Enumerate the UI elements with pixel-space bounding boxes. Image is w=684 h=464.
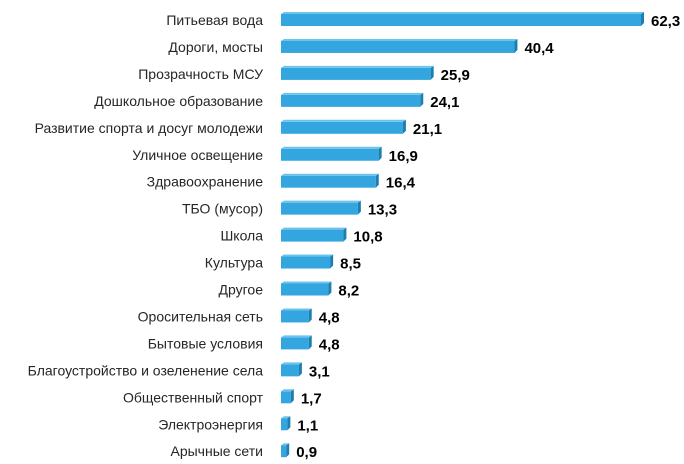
category-label: Прозрачность МСУ (138, 66, 263, 82)
bar-top (281, 119, 406, 122)
bar (281, 148, 379, 161)
category-label: Уличное освещение (132, 147, 263, 163)
value-label: 24,1 (430, 94, 459, 111)
bar (281, 94, 421, 107)
value-label: 1,7 (301, 390, 322, 407)
bar-top (281, 65, 434, 68)
category-label: Арычные сети (170, 443, 263, 459)
value-label: 4,8 (319, 309, 340, 326)
bar-top (281, 254, 334, 257)
bar-side (330, 254, 334, 269)
value-label: 62,3 (651, 13, 680, 30)
category-label: Питьевая вода (166, 12, 263, 28)
bar-side (378, 146, 382, 161)
bar-side (402, 119, 406, 134)
value-label: 0,9 (296, 444, 317, 461)
bar-side (287, 416, 291, 431)
category-label: Благоустройство и озеленение села (28, 362, 264, 378)
category-label: ТБО (мусор) (182, 201, 263, 217)
bar-top (281, 389, 294, 392)
bar (281, 40, 515, 53)
value-label: 8,2 (338, 283, 359, 300)
bar-side (343, 227, 347, 242)
bar-top (281, 173, 379, 176)
value-label: 16,9 (389, 148, 418, 165)
bar-side (514, 38, 518, 53)
value-label: 3,1 (309, 363, 330, 380)
bar (281, 364, 299, 377)
bar (281, 202, 358, 215)
bar (281, 67, 431, 80)
bar-top (281, 38, 518, 41)
bar-top (281, 281, 332, 284)
value-label: 40,4 (524, 40, 554, 57)
bar (281, 445, 287, 458)
category-label: Дороги, мосты (168, 39, 263, 55)
value-label: 8,5 (340, 256, 361, 273)
bar-top (281, 92, 424, 95)
value-label: 4,8 (319, 336, 340, 353)
bar (281, 310, 309, 323)
bar (281, 391, 291, 404)
category-label: Электроэнергия (158, 416, 263, 432)
bar-top (281, 308, 312, 311)
bar (281, 283, 329, 296)
bar (281, 14, 641, 26)
bar (281, 229, 344, 242)
bar-side (357, 200, 361, 215)
category-label: Другое (219, 282, 264, 298)
bar (281, 256, 331, 269)
bar-side (420, 92, 424, 107)
bar-top (281, 362, 302, 365)
bar (281, 337, 309, 350)
category-label: Оросительная сеть (138, 308, 263, 324)
bar-side (290, 389, 294, 404)
bar-top (281, 416, 291, 419)
bar-side (298, 362, 302, 377)
category-label: Школа (220, 228, 263, 244)
value-label: 16,4 (386, 175, 416, 192)
bar-side (375, 173, 379, 188)
category-label: Развитие спорта и досуг молодежи (35, 120, 263, 136)
bar (281, 175, 376, 188)
value-label: 25,9 (441, 67, 470, 84)
bar-top (281, 335, 312, 338)
bar-top (281, 227, 347, 230)
bar-side (430, 65, 434, 80)
bar-side (328, 281, 332, 296)
category-label: Здравоохранение (147, 174, 264, 190)
category-label: Общественный спорт (123, 389, 264, 405)
value-label: 21,1 (413, 121, 442, 138)
bar-side (308, 335, 312, 350)
value-label: 13,3 (368, 202, 397, 219)
bar-side (308, 308, 312, 323)
bar-side (286, 443, 290, 458)
bar-top (281, 443, 290, 446)
bar-top (281, 146, 382, 149)
bar-top (281, 12, 644, 14)
value-label: 10,8 (353, 229, 382, 246)
category-label: Культура (205, 255, 263, 271)
bar (281, 418, 288, 431)
category-label: Дошкольное образование (94, 93, 263, 109)
bar (281, 121, 403, 134)
bar-side (641, 12, 644, 26)
value-label: 1,1 (297, 417, 318, 434)
category-label: Бытовые условия (148, 335, 263, 351)
bar-top (281, 200, 361, 203)
